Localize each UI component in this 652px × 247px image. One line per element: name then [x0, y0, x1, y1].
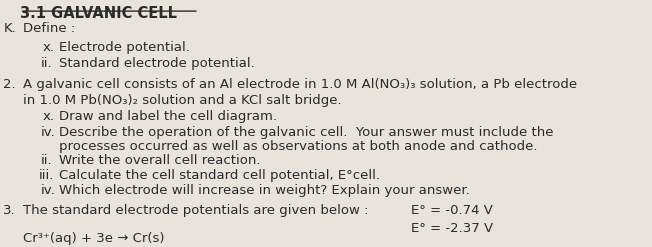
Text: x.: x.	[42, 41, 54, 54]
Text: ii.: ii.	[40, 57, 52, 70]
Text: ii.: ii.	[40, 154, 52, 167]
Text: Write the overall cell reaction.: Write the overall cell reaction.	[59, 154, 260, 167]
Text: 2.: 2.	[3, 78, 16, 91]
Text: E° = -2.37 V: E° = -2.37 V	[411, 222, 493, 235]
Text: Define :: Define :	[23, 22, 75, 35]
Text: 3.: 3.	[3, 204, 16, 217]
Text: Standard electrode potential.: Standard electrode potential.	[59, 57, 254, 70]
Text: K.: K.	[3, 22, 16, 35]
Text: 3.1 GALVANIC CELL: 3.1 GALVANIC CELL	[20, 6, 177, 21]
Text: The standard electrode potentials are given below :: The standard electrode potentials are gi…	[23, 204, 368, 217]
Text: Describe the operation of the galvanic cell.  Your answer must include the: Describe the operation of the galvanic c…	[59, 126, 553, 139]
Text: iii.: iii.	[38, 169, 54, 182]
Text: Cr³⁺(aq) + 3e → Cr(s): Cr³⁺(aq) + 3e → Cr(s)	[23, 232, 164, 245]
Text: processes occurred as well as observations at both anode and cathode.: processes occurred as well as observatio…	[59, 140, 537, 153]
Text: A galvanic cell consists of an Al electrode in 1.0 M Al(NO₃)₃ solution, a Pb ele: A galvanic cell consists of an Al electr…	[23, 78, 577, 91]
Text: E° = -0.74 V: E° = -0.74 V	[411, 204, 493, 217]
Text: x.: x.	[42, 110, 54, 123]
Text: Calculate the cell standard cell potential, E°cell.: Calculate the cell standard cell potenti…	[59, 169, 379, 182]
Text: iv.: iv.	[40, 126, 55, 139]
Text: Electrode potential.: Electrode potential.	[59, 41, 190, 54]
Text: in 1.0 M Pb(NO₃)₂ solution and a KCl salt bridge.: in 1.0 M Pb(NO₃)₂ solution and a KCl sal…	[23, 94, 342, 107]
Text: Draw and label the cell diagram.: Draw and label the cell diagram.	[59, 110, 276, 123]
Text: iv.: iv.	[40, 184, 55, 197]
Text: Which electrode will increase in weight? Explain your answer.: Which electrode will increase in weight?…	[59, 184, 469, 197]
